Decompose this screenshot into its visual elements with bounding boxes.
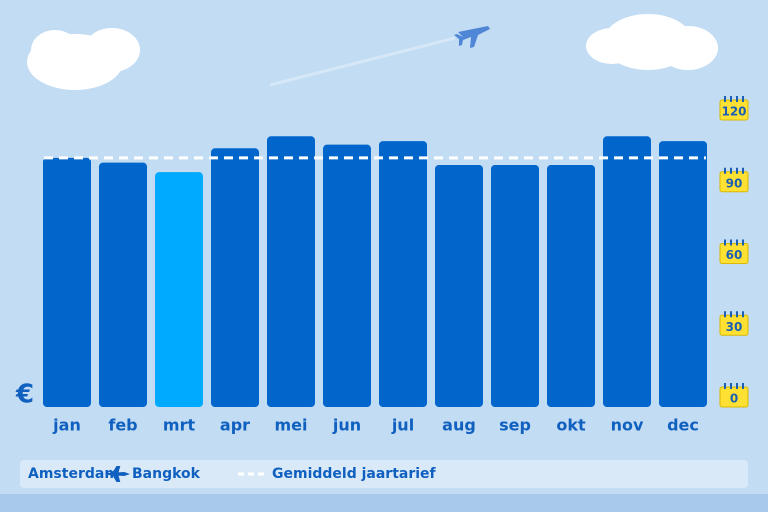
y-tick-icon: [719, 99, 749, 121]
y-tick-icon-ring: [724, 96, 726, 102]
y-tick-icon-ring: [736, 239, 738, 246]
airplane: [454, 26, 490, 48]
y-tick-label: 30: [726, 320, 743, 334]
y-tick-icon-ring: [730, 96, 732, 102]
bar: [547, 165, 595, 407]
y-tick-icon-ring: [730, 239, 732, 246]
y-tick-label: 0: [730, 392, 738, 406]
y-tick-icon-ring: [742, 311, 744, 318]
x-tick-label: dec: [667, 416, 699, 435]
y-tick-label: 60: [726, 248, 743, 262]
legend-plane-icon: [107, 466, 131, 482]
bar: [155, 172, 203, 407]
y-tick-icon: [719, 386, 749, 408]
bar: [99, 162, 147, 407]
y-tick-icon-ring: [742, 167, 744, 174]
y-tick-icon-ring: [736, 311, 738, 318]
bar: [43, 157, 91, 407]
x-tick-label: nov: [611, 416, 644, 435]
x-tick-label: aug: [442, 416, 476, 435]
x-tick-label: feb: [108, 416, 137, 435]
bar: [379, 141, 427, 407]
footer-strip: [0, 494, 768, 512]
bar: [659, 141, 707, 407]
y-tick-icon: [719, 171, 749, 193]
x-tick-label: jul: [391, 416, 414, 435]
y-tick-icon-ring: [724, 167, 726, 174]
y-tick-icon-ring: [736, 96, 738, 102]
y-tick-icon-ring: [730, 167, 732, 174]
bar: [323, 144, 371, 407]
y-tick-label: 120: [721, 105, 746, 119]
x-tick-label: jun: [332, 416, 361, 435]
x-tick-label: apr: [220, 416, 250, 435]
y-tick-icon-ring: [736, 167, 738, 174]
bar: [603, 136, 651, 407]
x-tick-label: mei: [274, 416, 307, 435]
bar: [435, 165, 483, 407]
y-tick-icon-ring: [730, 311, 732, 318]
y-tick-icon-ring: [736, 383, 738, 389]
x-tick-label: okt: [556, 416, 586, 435]
currency-symbol: €: [15, 380, 34, 410]
cloud-left: [27, 28, 140, 90]
y-tick-icon-ring: [742, 239, 744, 246]
y-tick-icon-ring: [742, 383, 744, 389]
y-tick-label: 90: [726, 176, 743, 190]
legend-origin: Amsterdam: [28, 466, 119, 482]
cloud-right: [586, 14, 718, 70]
x-tick-label: jan: [52, 416, 81, 435]
bar: [267, 136, 315, 407]
y-tick-icon-ring: [730, 383, 732, 389]
contrail: [269, 36, 456, 87]
legend-destination: Bangkok: [132, 466, 201, 482]
x-tick-label: sep: [499, 416, 531, 435]
y-tick-icon-ring: [724, 383, 726, 389]
legend-box: [20, 460, 748, 488]
y-tick-icon-ring: [724, 311, 726, 318]
y-tick-icon-ring: [724, 239, 726, 246]
bar: [491, 165, 539, 407]
y-tick-icon: [719, 243, 749, 264]
legend-average: Gemiddeld jaartarief: [272, 466, 437, 482]
y-tick-icon-ring: [742, 96, 744, 102]
bar: [211, 148, 259, 407]
x-tick-label: mrt: [163, 416, 196, 435]
y-tick-icon: [719, 314, 749, 336]
